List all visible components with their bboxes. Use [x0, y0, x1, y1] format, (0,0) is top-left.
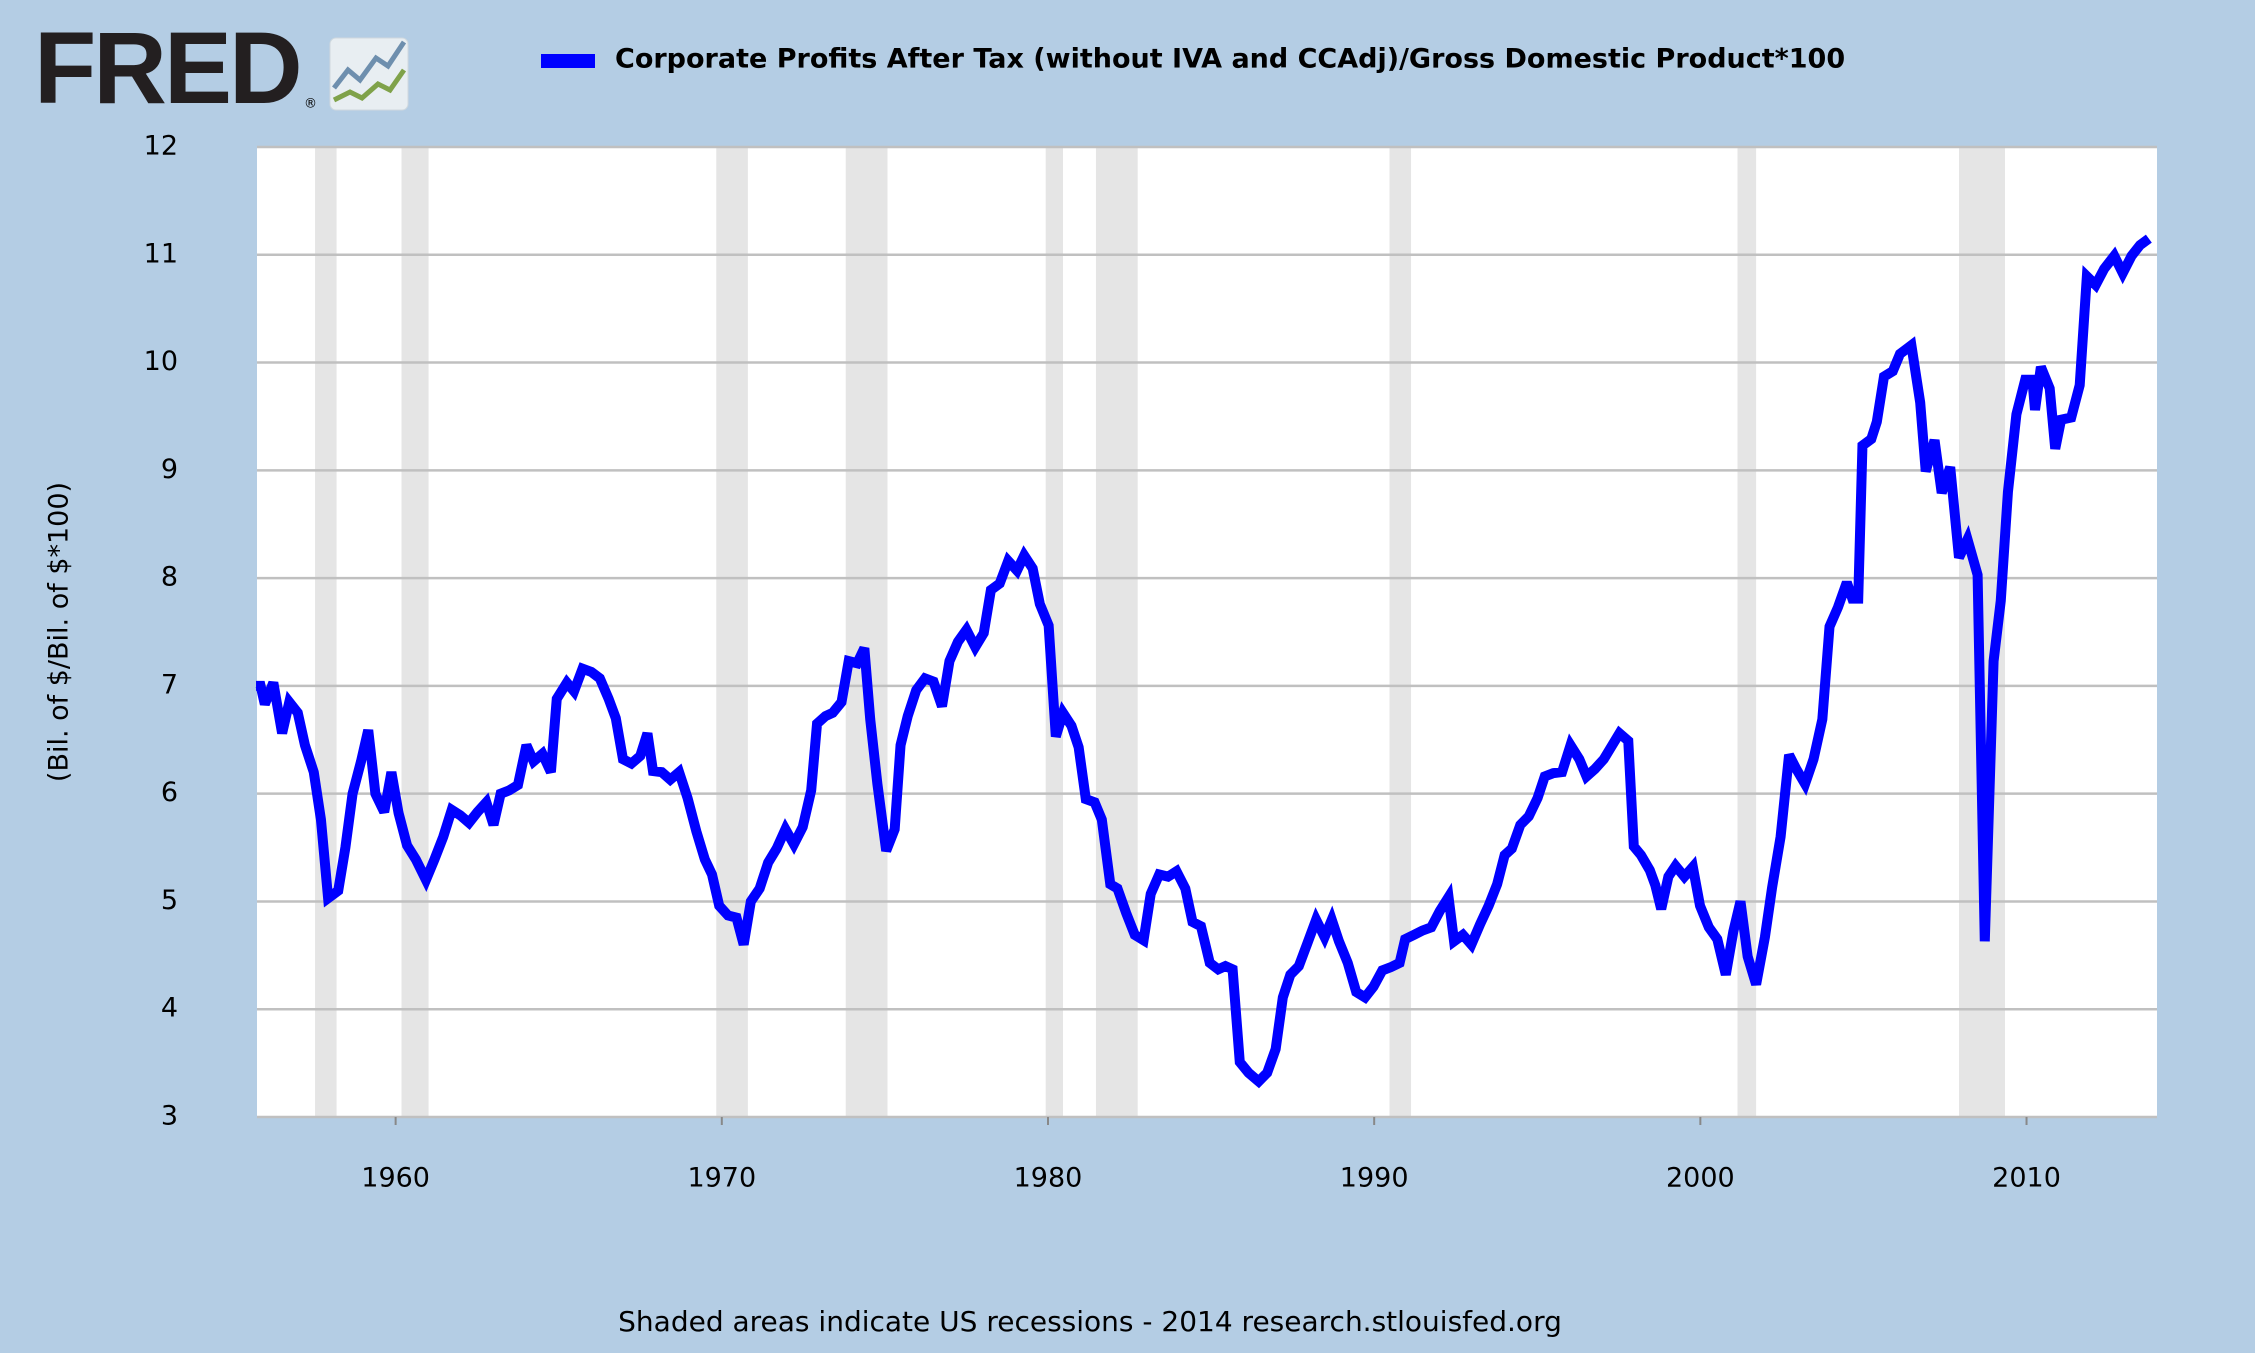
legend-swatch [541, 54, 595, 68]
logo-icon [329, 37, 409, 111]
y-tick-label: 9 [161, 454, 178, 485]
y-tick-label: 10 [144, 346, 178, 377]
recession-band [1045, 147, 1063, 1117]
recession-band [1095, 147, 1138, 1117]
y-tick-label: 6 [161, 777, 178, 808]
grid-layer: 3 4 5 6 7 8 9 10 11 12 1960 1970 1980 1990 2000 2010 [144, 131, 2157, 1194]
y-tick-label: 3 [161, 1101, 178, 1132]
recession-band [401, 147, 429, 1117]
recession-band [315, 147, 337, 1117]
footer-note: Shaded areas indicate US recessions - 20… [618, 1305, 1562, 1338]
plot-area [257, 147, 2157, 1117]
x-tick-label: 1990 [1340, 1163, 1409, 1194]
data-line [255, 234, 2152, 1089]
logo-icon-box [329, 37, 409, 111]
logo: FRED [34, 11, 300, 125]
y-tick-label: 8 [161, 562, 178, 593]
recession-band [1737, 147, 1757, 1117]
logo-icon-line [332, 68, 407, 103]
x-tick-label: 1980 [1014, 1163, 1083, 1194]
x-tick-label: 1960 [361, 1163, 430, 1194]
legend-label: Corporate Profits After Tax (without IVA… [615, 44, 1845, 75]
mark-layer [255, 234, 2152, 1089]
recession-band [716, 147, 748, 1117]
y-tick-label: 4 [161, 993, 178, 1024]
y-axis-label: (Bil. of $/Bil. of $*100) [44, 482, 75, 782]
y-tick-label: 12 [144, 131, 178, 162]
y-tick-label: 7 [161, 669, 178, 700]
recession-band [1389, 147, 1412, 1117]
recession-band [845, 147, 888, 1117]
recession-layer [315, 147, 2005, 1117]
x-tick-label: 2010 [1992, 1163, 2061, 1194]
logo-icon-line [332, 40, 407, 90]
x-tick-label: 2000 [1666, 1163, 1735, 1194]
x-tick-label: 1970 [687, 1163, 756, 1194]
y-tick-label: 11 [144, 238, 178, 269]
logo-mark: ® [304, 97, 317, 112]
y-tick-label: 5 [161, 885, 178, 916]
